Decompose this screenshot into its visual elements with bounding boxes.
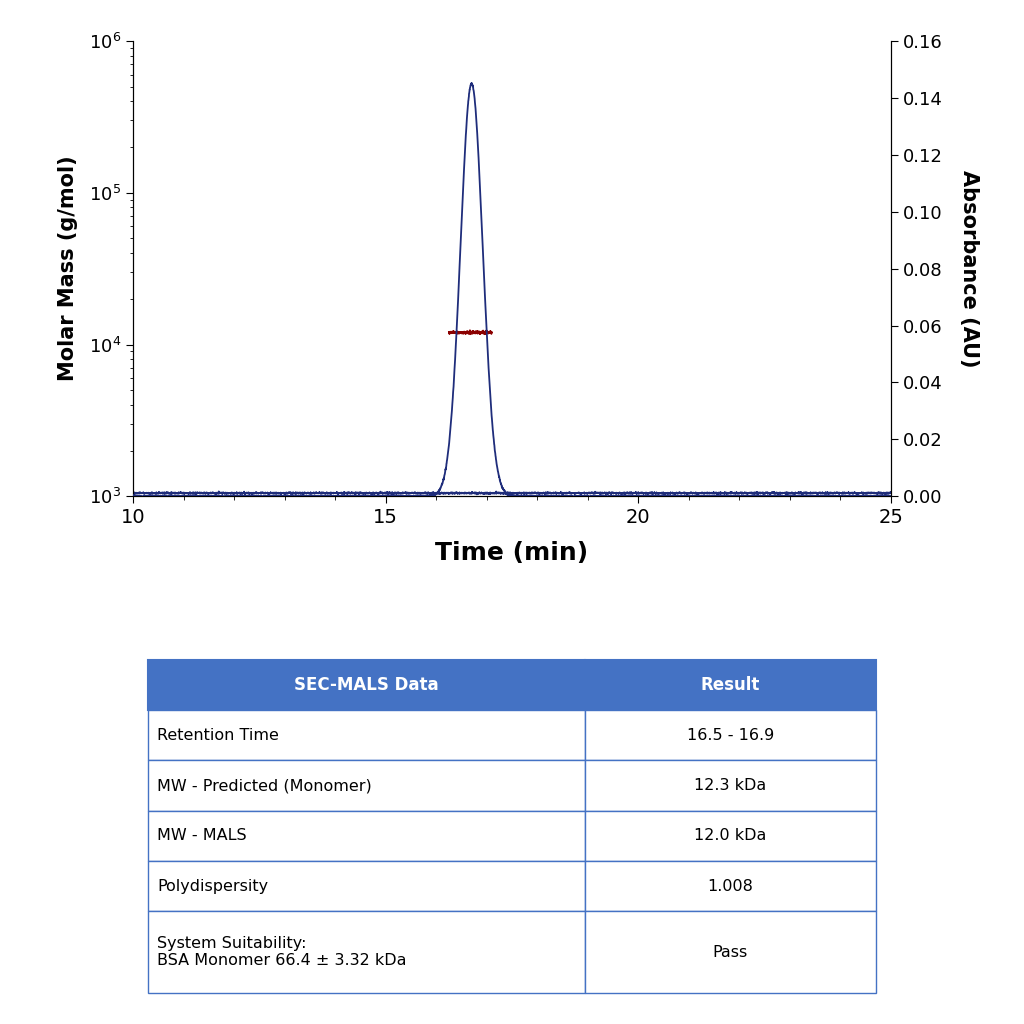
Y-axis label: Molar Mass (g/mol): Molar Mass (g/mol)	[58, 156, 78, 382]
Text: Pass: Pass	[713, 945, 748, 959]
FancyBboxPatch shape	[585, 659, 876, 710]
FancyBboxPatch shape	[148, 761, 585, 811]
Text: MW - MALS: MW - MALS	[158, 828, 247, 844]
Text: 1.008: 1.008	[708, 879, 754, 894]
Text: Result: Result	[700, 676, 760, 694]
FancyBboxPatch shape	[148, 710, 585, 761]
Y-axis label: Absorbance (AU): Absorbance (AU)	[959, 170, 979, 368]
X-axis label: Time (min): Time (min)	[435, 541, 589, 565]
FancyBboxPatch shape	[585, 861, 876, 911]
FancyBboxPatch shape	[585, 710, 876, 761]
FancyBboxPatch shape	[148, 861, 585, 911]
Text: System Suitability:
BSA Monomer 66.4 ± 3.32 kDa: System Suitability: BSA Monomer 66.4 ± 3…	[158, 936, 407, 969]
Text: Polydispersity: Polydispersity	[158, 879, 268, 894]
FancyBboxPatch shape	[148, 659, 585, 710]
Text: SEC-MALS Data: SEC-MALS Data	[294, 676, 439, 694]
FancyBboxPatch shape	[148, 811, 585, 861]
FancyBboxPatch shape	[585, 911, 876, 993]
Text: MW - Predicted (Monomer): MW - Predicted (Monomer)	[158, 778, 372, 793]
Text: Retention Time: Retention Time	[158, 728, 280, 742]
FancyBboxPatch shape	[585, 761, 876, 811]
FancyBboxPatch shape	[585, 811, 876, 861]
FancyBboxPatch shape	[148, 911, 585, 993]
Text: 12.3 kDa: 12.3 kDa	[694, 778, 766, 793]
Text: 12.0 kDa: 12.0 kDa	[694, 828, 766, 844]
Text: 16.5 - 16.9: 16.5 - 16.9	[687, 728, 774, 742]
